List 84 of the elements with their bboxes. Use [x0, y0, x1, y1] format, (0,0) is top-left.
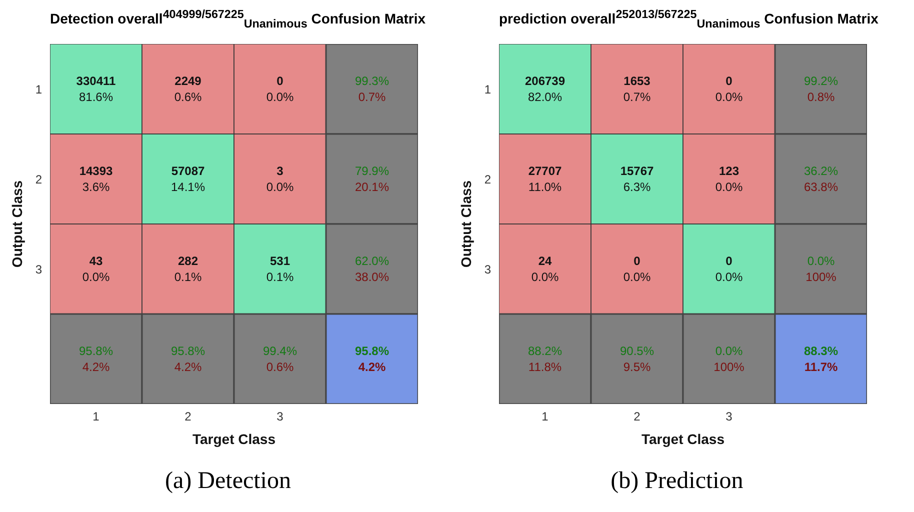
data-label: 15767 [620, 164, 654, 178]
annotation: 0.0% [266, 180, 294, 194]
annotation: 6.3% [623, 180, 651, 194]
data-label: 2249 [174, 74, 202, 88]
annotation: 63.8% [804, 180, 838, 194]
data-label: 57087 [171, 164, 206, 178]
annotation: 0.0% [82, 270, 110, 284]
x-axis-title: Target Class [642, 431, 725, 447]
annotation: 3.6% [82, 180, 110, 194]
data-label: 206739 [524, 74, 566, 88]
annotation: 100% [806, 270, 837, 284]
data-label: 79.9% [354, 164, 390, 178]
text: (a) Detection [164, 468, 292, 495]
data-label: 43 [89, 254, 103, 268]
annotation: 9.5% [623, 360, 651, 374]
annotation: 0.6% [174, 90, 202, 104]
chart-title: prediction overall$^{252013/567225}$$_{Unanimous}$ Confusion Matrix [499, 8, 878, 30]
annotation: 0.0% [715, 180, 743, 194]
y-axis-title: Output Class [9, 180, 25, 268]
x-tick-label: 3 [276, 410, 284, 424]
data-label: 95.8% [78, 344, 114, 358]
chart-title: Detection overall$^{404999/567225}$$_{Unanimous}$ Confusion Matrix [50, 8, 426, 30]
annotation: 4.2% [82, 360, 110, 374]
data-label: 95.8% [170, 344, 206, 358]
data-label: 95.8% [354, 344, 390, 358]
data-label: 531 [270, 254, 290, 268]
annotation: 81.6% [78, 90, 114, 104]
data-label: 90.5% [620, 344, 654, 358]
annotation: 0.7% [358, 90, 386, 104]
annotation: 14.1% [170, 180, 206, 194]
annotation: 0.1% [266, 270, 294, 284]
y-tick-label: 1 [35, 82, 42, 96]
annotation: 11.7% [804, 360, 838, 374]
data-label: 1653 [624, 74, 651, 88]
annotation: 0.8% [807, 90, 835, 104]
data-label: 24 [538, 254, 552, 268]
y-axis-title: Output Class [458, 180, 474, 268]
data-label: 14393 [79, 164, 114, 178]
data-label: 123 [718, 164, 740, 178]
x-axis-title: Target Class [192, 431, 276, 447]
y-tick-label: 2 [35, 172, 42, 186]
annotation: 0.0% [715, 90, 743, 104]
annotation: 0.1% [174, 270, 202, 284]
y-tick-label: 1 [484, 82, 492, 96]
annotation: 100% [714, 360, 745, 374]
annotation: 11.8% [528, 360, 562, 374]
data-label: 0 [726, 74, 733, 88]
data-label: 99.4% [262, 344, 298, 358]
data-label: 88.3% [804, 344, 838, 358]
data-label: 3 [276, 164, 284, 178]
annotation: 0.0% [715, 270, 743, 284]
x-tick-label: 1 [542, 410, 549, 424]
annotation: 0.7% [623, 90, 651, 104]
annotation: 4.2% [174, 360, 202, 374]
annotation: 20.1% [354, 180, 390, 194]
text: (b) Prediction [610, 468, 744, 495]
data-label: 0 [276, 74, 284, 88]
y-tick-label: 2 [484, 172, 492, 186]
data-label: 282 [178, 254, 198, 268]
y-tick-label: 3 [484, 262, 492, 276]
data-label: 330411 [76, 74, 116, 88]
data-label: 0 [726, 254, 733, 268]
data-label: 99.2% [804, 74, 838, 88]
y-tick-label: 3 [35, 262, 42, 276]
data-label: 99.3% [354, 74, 390, 88]
x-tick-label: 3 [726, 410, 733, 424]
x-tick-label: 1 [92, 410, 100, 424]
data-label: 0.0% [715, 344, 743, 358]
annotation: 4.2% [358, 360, 386, 374]
data-label: 0 [634, 254, 641, 268]
annotation: 38.0% [354, 270, 390, 284]
x-tick-label: 2 [634, 410, 641, 424]
data-label: 36.2% [804, 164, 838, 178]
annotation: 82.0% [528, 90, 562, 104]
annotation: 11.0% [528, 180, 562, 194]
data-label: 0.0% [807, 254, 835, 268]
data-label: 88.2% [528, 344, 562, 358]
x-tick-label: 2 [184, 410, 192, 424]
annotation: 0.0% [531, 270, 559, 284]
data-label: 62.0% [354, 254, 390, 268]
annotation: 0.0% [266, 90, 294, 104]
data-label: 27707 [528, 164, 562, 178]
annotation: 0.0% [623, 270, 651, 284]
annotation: 0.6% [266, 360, 294, 374]
